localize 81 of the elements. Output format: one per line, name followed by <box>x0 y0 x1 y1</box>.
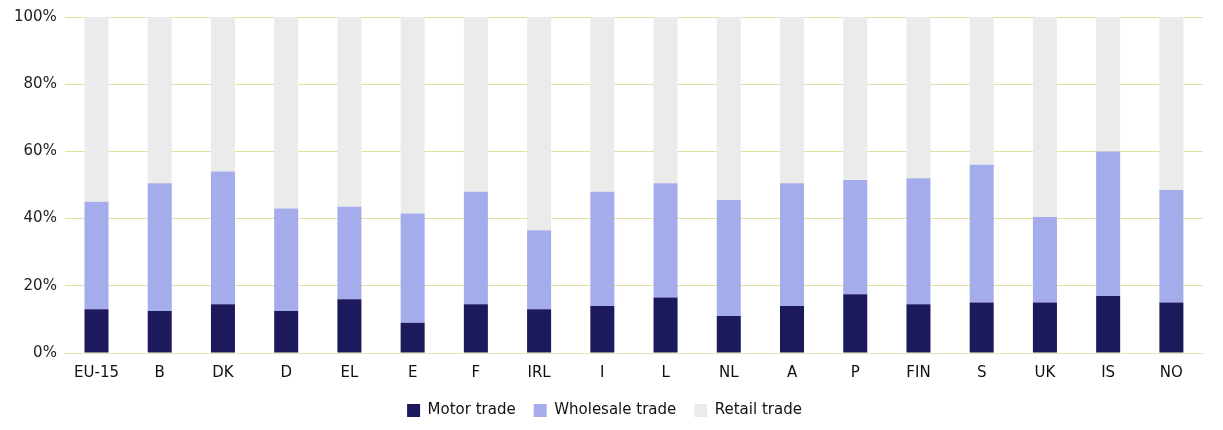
x-tick-label: D <box>280 362 292 381</box>
bar <box>780 305 805 353</box>
x-tick-label: P <box>850 362 860 381</box>
bar <box>780 183 805 306</box>
x-tick-label: FIN <box>906 362 931 381</box>
bar <box>210 17 235 172</box>
x-tick-label: UK <box>1034 362 1057 381</box>
bar <box>527 309 552 353</box>
bar <box>969 164 994 303</box>
bar <box>906 178 931 305</box>
x-tick-label: DK <box>212 362 235 381</box>
x-tick-label: B <box>154 362 165 381</box>
bar <box>653 297 678 353</box>
y-tick-label: 40% <box>23 208 57 227</box>
bar <box>147 311 172 353</box>
bar <box>84 17 109 202</box>
bar <box>843 179 868 295</box>
bar <box>1096 151 1121 296</box>
bar <box>527 230 552 310</box>
bar <box>969 17 994 165</box>
bar <box>780 17 805 184</box>
bar <box>1032 302 1057 353</box>
bar <box>84 309 109 353</box>
x-tick-label: E <box>407 362 418 381</box>
x-tick-label: EL <box>340 362 359 381</box>
bar <box>653 17 678 184</box>
bar <box>463 304 488 353</box>
bar <box>843 17 868 180</box>
bar <box>147 183 172 311</box>
x-tick-label: S <box>976 362 987 381</box>
bar <box>400 17 425 214</box>
bar <box>463 17 488 192</box>
bar <box>590 17 615 192</box>
bar <box>1032 216 1057 303</box>
bar <box>1159 302 1184 353</box>
bar <box>1096 17 1121 152</box>
y-tick-label: 60% <box>23 141 57 160</box>
bar <box>274 17 299 209</box>
bar <box>1096 295 1121 353</box>
bar <box>906 17 931 179</box>
bar <box>716 316 741 353</box>
bar <box>210 304 235 353</box>
x-tick-label: NO <box>1159 362 1183 381</box>
y-tick-label: 80% <box>23 74 57 93</box>
x-tick-label: IRL <box>527 362 552 381</box>
bar <box>337 299 362 353</box>
bar <box>210 171 235 305</box>
x-tick-label: A <box>786 362 798 381</box>
y-tick-label: 20% <box>23 275 57 294</box>
x-tick-label: NL <box>719 362 740 381</box>
legend-label: Wholesale trade <box>554 400 677 419</box>
x-tick-label: IS <box>1101 362 1116 381</box>
bar <box>1032 17 1057 217</box>
bar <box>337 206 362 300</box>
bar <box>527 17 552 231</box>
x-tick-label: I <box>600 362 605 381</box>
bar <box>716 200 741 317</box>
bar <box>84 201 109 310</box>
bar <box>590 305 615 353</box>
bar <box>969 302 994 353</box>
bar <box>590 191 615 306</box>
bar <box>1159 17 1184 191</box>
legend-label: Motor trade <box>427 400 516 419</box>
bar <box>716 17 741 201</box>
bar <box>906 304 931 353</box>
x-tick-label: F <box>471 362 481 381</box>
y-tick-label: 100% <box>13 6 57 25</box>
y-tick-label: 0% <box>33 342 57 361</box>
x-tick-label: EU-15 <box>74 362 119 381</box>
bar <box>337 17 362 207</box>
bar <box>400 213 425 323</box>
bar <box>653 183 678 298</box>
bar <box>147 17 172 184</box>
bar <box>274 311 299 353</box>
legend-label: Retail trade <box>714 400 802 419</box>
bar <box>843 294 868 353</box>
bar <box>1159 190 1184 303</box>
x-tick-label: L <box>661 362 671 381</box>
bar <box>400 322 425 353</box>
bar <box>274 208 299 311</box>
bar <box>463 191 488 305</box>
